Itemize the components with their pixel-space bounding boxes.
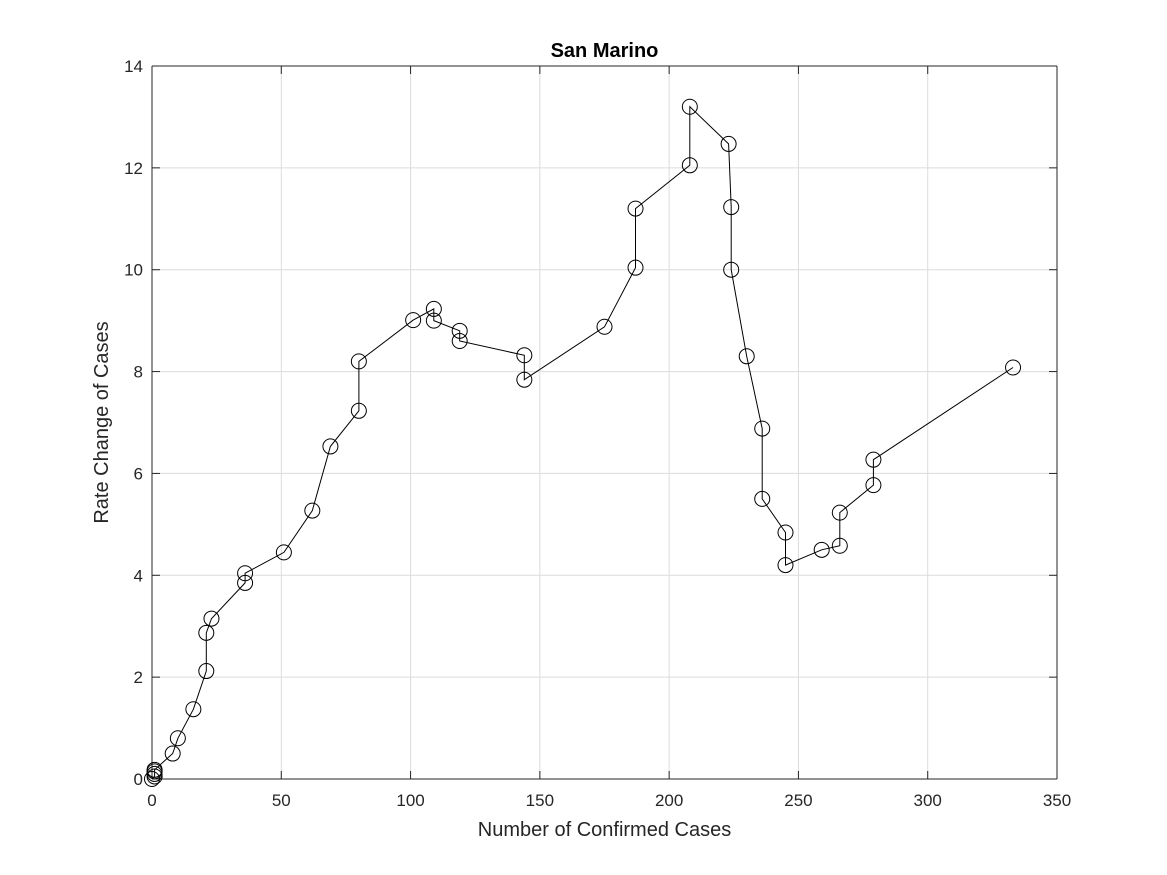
data-point — [777, 557, 794, 574]
x-tick-label: 300 — [914, 791, 942, 810]
data-point — [865, 477, 882, 494]
data-point — [723, 261, 740, 278]
y-tick-label: 2 — [134, 668, 143, 687]
data-point — [865, 451, 882, 468]
data-point — [627, 259, 644, 276]
data-point — [516, 371, 533, 388]
data-point — [720, 135, 737, 152]
data-point — [237, 565, 254, 582]
data-point — [723, 199, 740, 216]
y-tick-label: 8 — [134, 363, 143, 382]
data-point — [681, 157, 698, 174]
data-point — [350, 402, 367, 419]
data-point — [831, 504, 848, 521]
y-tick-label: 14 — [124, 57, 143, 76]
x-tick-label: 0 — [147, 791, 156, 810]
data-point — [275, 544, 292, 561]
data-point — [198, 624, 215, 641]
plot-area — [152, 66, 1057, 779]
data-point — [596, 318, 613, 335]
data-point — [425, 300, 442, 317]
data-point — [738, 348, 755, 365]
y-tick-label: 12 — [124, 159, 143, 178]
ticks: 0 50 100 150 200 250 300 350 0 2 4 6 8 10 12 14 — [124, 57, 1071, 810]
data-point — [777, 524, 794, 541]
axes — [151, 65, 1058, 780]
x-axis-label: Number of Confirmed Cases — [478, 819, 731, 841]
x-tick-label: 200 — [655, 791, 683, 810]
data-point — [1005, 359, 1022, 376]
data-point — [627, 200, 644, 217]
data-point — [203, 610, 220, 627]
data-point — [451, 322, 468, 339]
x-tick-label: 150 — [526, 791, 554, 810]
data-point — [322, 438, 339, 455]
data-point — [681, 98, 698, 115]
x-tick-label: 50 — [272, 791, 291, 810]
data-point — [169, 730, 186, 747]
x-tick-label: 250 — [784, 791, 812, 810]
data-point — [185, 701, 202, 718]
data-point — [350, 353, 367, 370]
series-line — [151, 105, 1014, 780]
series — [144, 98, 1022, 787]
data-point — [425, 312, 442, 329]
y-tick-label: 6 — [134, 464, 143, 483]
data-point — [754, 490, 771, 507]
data-point — [198, 663, 215, 680]
x-tick-label: 350 — [1043, 791, 1071, 810]
data-point — [813, 541, 830, 558]
x-tick-label: 100 — [396, 791, 424, 810]
data-point — [516, 347, 533, 364]
data-point — [831, 537, 848, 554]
chart-title: San Marino — [551, 40, 659, 62]
y-tick-label: 10 — [124, 261, 143, 280]
data-point — [164, 745, 181, 762]
y-axis-label: Rate Change of Cases — [91, 321, 113, 523]
data-point — [405, 312, 422, 329]
y-tick-label: 0 — [134, 770, 143, 789]
data-point — [237, 574, 254, 591]
data-point — [146, 761, 163, 778]
data-point — [754, 420, 771, 437]
y-tick-label: 4 — [134, 566, 143, 585]
data-point — [451, 333, 468, 350]
data-point — [304, 502, 321, 519]
